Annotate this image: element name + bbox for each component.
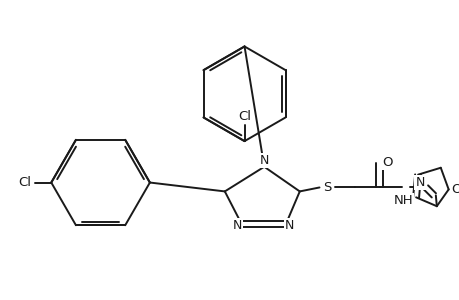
Text: S: S <box>323 181 331 194</box>
Text: N: N <box>414 176 424 189</box>
Text: O: O <box>381 156 392 169</box>
Text: N: N <box>259 154 269 167</box>
Text: N: N <box>232 219 242 232</box>
Text: O: O <box>450 183 459 196</box>
Text: NH: NH <box>392 194 412 207</box>
Text: Cl: Cl <box>237 110 251 123</box>
Text: Cl: Cl <box>18 176 31 189</box>
Text: N: N <box>285 219 294 232</box>
